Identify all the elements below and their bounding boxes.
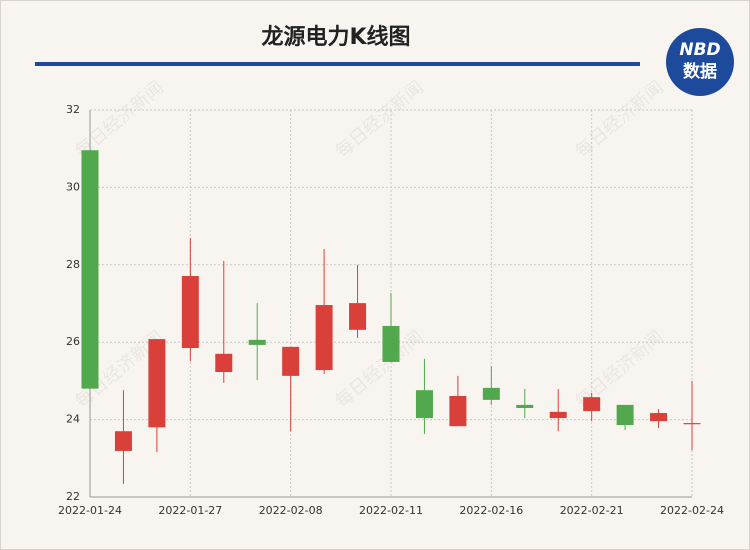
candle-body: [616, 404, 634, 426]
candle-body: [114, 431, 132, 451]
candle-body: [650, 413, 668, 422]
x-tick-label: 2022-01-27: [158, 504, 222, 517]
logo-top: NBD: [679, 40, 720, 60]
y-tick-label: 22: [66, 490, 80, 503]
candle-body: [549, 411, 567, 419]
y-tick-label: 30: [66, 180, 80, 193]
y-tick-label: 26: [66, 335, 80, 348]
logo: NBD 数据: [666, 28, 734, 96]
candle-body: [148, 339, 166, 428]
x-tick-label: 2022-02-11: [359, 504, 423, 517]
logo-circle: [666, 28, 734, 96]
candle-body: [583, 397, 601, 412]
title-rule: [35, 62, 640, 66]
candle-body: [516, 404, 534, 408]
x-tick-label: 2022-01-24: [58, 504, 122, 517]
candle-body: [215, 353, 233, 372]
x-tick-label: 2022-02-24: [660, 504, 724, 517]
candle-body: [282, 346, 300, 376]
candle-body: [382, 325, 400, 362]
candle-body: [683, 423, 701, 425]
y-tick-label: 24: [66, 413, 80, 426]
chart-title: 龙源电力K线图: [261, 24, 410, 50]
candle-body: [81, 150, 99, 389]
y-tick-label: 32: [66, 103, 80, 116]
candle-body: [315, 305, 333, 371]
x-tick-label: 2022-02-08: [259, 504, 323, 517]
y-tick-label: 28: [66, 258, 80, 271]
candle-body: [248, 339, 266, 345]
candle-body: [482, 387, 500, 400]
logo-bottom: 数据: [683, 61, 717, 82]
candle-body: [449, 395, 467, 427]
candle-body: [181, 276, 199, 349]
candle-body: [349, 303, 367, 330]
candle-body: [415, 390, 433, 419]
x-tick-label: 2022-02-21: [560, 504, 624, 517]
x-tick-label: 2022-02-16: [459, 504, 523, 517]
